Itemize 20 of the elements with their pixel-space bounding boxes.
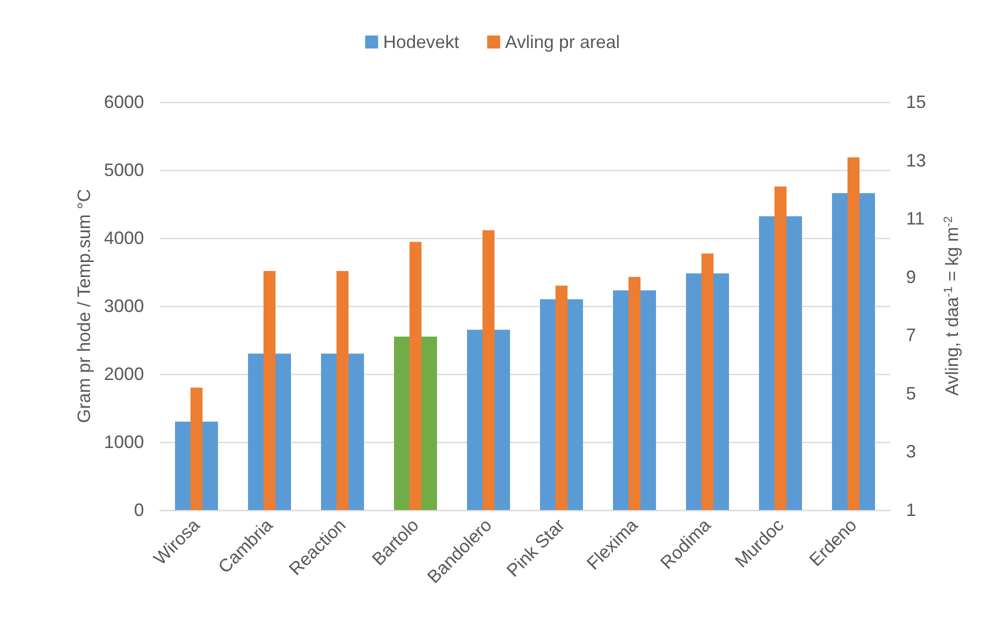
- y-tick-label: 5000: [104, 160, 144, 180]
- legend-label: Avling pr areal: [505, 32, 620, 52]
- y-tick-label: 6000: [104, 92, 144, 112]
- x-tick-label: Pink Star: [502, 514, 569, 581]
- legend-label: Hodevekt: [383, 32, 460, 52]
- y2-tick-label: 11: [906, 208, 925, 229]
- y2-tick-label: 7: [906, 325, 916, 346]
- y2-tick-label: 13: [906, 150, 926, 170]
- y-tick-label: 1000: [104, 432, 144, 452]
- y-tick-label: 4000: [104, 228, 144, 248]
- y2-axis-title: Avling, t daa-1 = kg m-2: [941, 216, 962, 396]
- y2-tick-label: 15: [906, 92, 926, 112]
- y2-tick-label: 3: [906, 442, 916, 462]
- y2-tick-label: 1: [906, 500, 916, 520]
- y-tick-label: 0: [134, 500, 144, 520]
- y2-tick-label: 9: [906, 266, 916, 287]
- y-axis-title: Gram pr hode / Temp.sum °C: [74, 189, 94, 423]
- y2-tick-label: 5: [906, 383, 916, 404]
- y-tick-label: 2000: [104, 364, 144, 384]
- y-tick-label: 3000: [104, 296, 144, 316]
